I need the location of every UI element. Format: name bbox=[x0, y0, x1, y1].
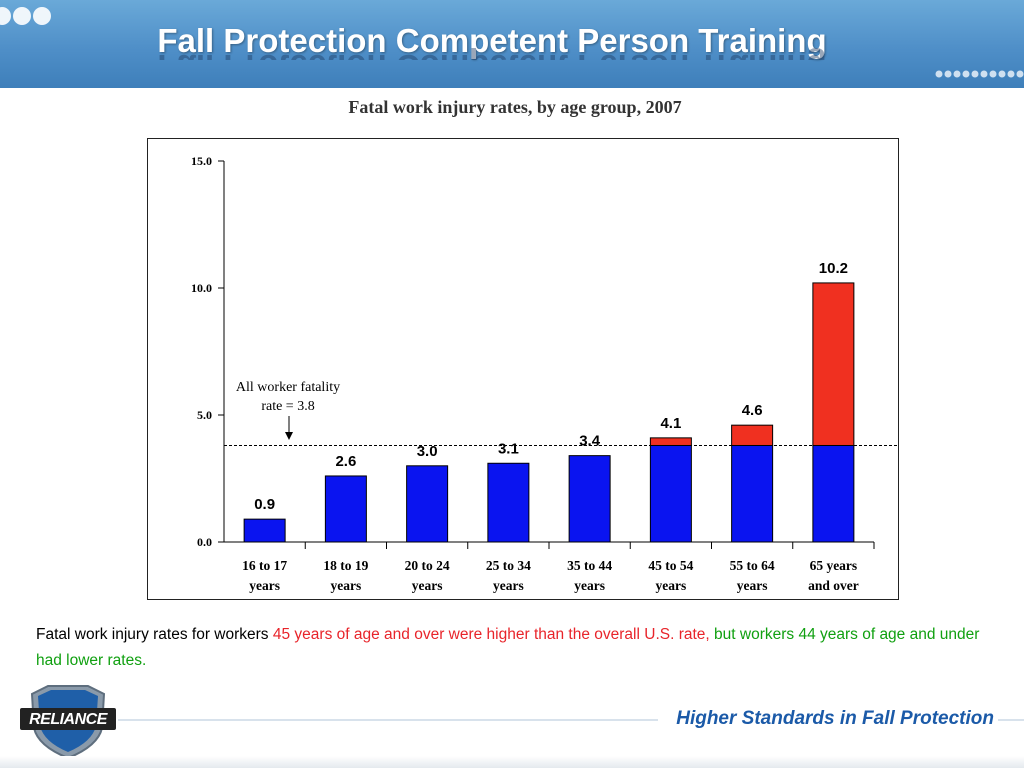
bar-below-average bbox=[731, 444, 774, 543]
y-tick-label: 0.0 bbox=[197, 535, 212, 549]
bar-below-average bbox=[649, 444, 692, 543]
bar-above-average bbox=[812, 282, 855, 446]
x-tick-label: years bbox=[493, 578, 524, 593]
bar bbox=[568, 455, 611, 543]
bar bbox=[243, 518, 286, 543]
bar-above-average bbox=[731, 424, 774, 446]
bar-value-label: 3.1 bbox=[498, 440, 519, 457]
reference-label: rate = 3.8 bbox=[261, 399, 314, 414]
slide-title: Fall Protection Competent Person Trainin… bbox=[157, 22, 827, 59]
x-tick-label: years bbox=[574, 578, 605, 593]
logo-text: RELIANCE bbox=[29, 711, 107, 728]
bar-value-label: 4.1 bbox=[660, 415, 681, 432]
x-tick-label: years bbox=[331, 578, 362, 593]
slogan: Higher Standards in Fall Protection bbox=[676, 708, 994, 729]
bar bbox=[324, 475, 367, 543]
bar-value-label: 4.6 bbox=[742, 402, 763, 419]
slide-caption: Fatal work injury rates for workers 45 y… bbox=[36, 622, 996, 674]
bar-value-label: 3.0 bbox=[417, 443, 438, 460]
x-tick-label: 25 to 34 bbox=[486, 558, 531, 573]
caption-part-1: Fatal work injury rates for workers bbox=[36, 626, 273, 643]
caption-part-2-red: 45 years of age and over were higher tha… bbox=[272, 626, 715, 643]
x-tick-label: 55 to 64 bbox=[730, 558, 775, 573]
footer-divider-right bbox=[998, 719, 1024, 721]
reference-arrow-head bbox=[285, 432, 293, 440]
x-tick-label: 16 to 17 bbox=[242, 558, 287, 573]
footer-divider bbox=[118, 719, 658, 721]
x-tick-label: 35 to 44 bbox=[567, 558, 612, 573]
x-tick-label: years bbox=[412, 578, 443, 593]
reference-label: All worker fatality bbox=[236, 380, 340, 395]
chart-title: Fatal work injury rates, by age group, 2… bbox=[348, 97, 682, 117]
bar-value-label: 10.2 bbox=[819, 260, 848, 277]
x-tick-label: and over bbox=[808, 578, 859, 593]
bar-above-average bbox=[649, 437, 692, 446]
y-tick-label: 5.0 bbox=[197, 408, 212, 422]
x-tick-label: 18 to 19 bbox=[323, 558, 368, 573]
y-tick-label: 15.0 bbox=[191, 154, 212, 168]
slide-header: Fall Protection Competent Person Trainin… bbox=[0, 0, 1024, 88]
caption-part-3-green: but workers 44 years of age and under ha… bbox=[36, 626, 980, 669]
bar-value-label: 2.6 bbox=[335, 453, 356, 470]
bar-below-average bbox=[812, 444, 855, 543]
bar-value-label: 3.4 bbox=[579, 433, 601, 450]
x-tick-label: years bbox=[656, 578, 687, 593]
x-tick-label: years bbox=[737, 578, 768, 593]
bar-value-label: 0.9 bbox=[254, 496, 275, 513]
x-tick-label: years bbox=[249, 578, 280, 593]
x-tick-label: 65 years bbox=[810, 558, 858, 573]
bar bbox=[406, 465, 449, 543]
bottom-band bbox=[0, 756, 1024, 768]
decorative-dot-row-icon bbox=[935, 70, 1024, 78]
bar bbox=[487, 462, 530, 543]
y-tick-label: 10.0 bbox=[191, 281, 212, 295]
x-tick-label: 20 to 24 bbox=[405, 558, 450, 573]
decorative-dots-icon bbox=[0, 7, 51, 25]
x-tick-label: 45 to 54 bbox=[648, 558, 693, 573]
